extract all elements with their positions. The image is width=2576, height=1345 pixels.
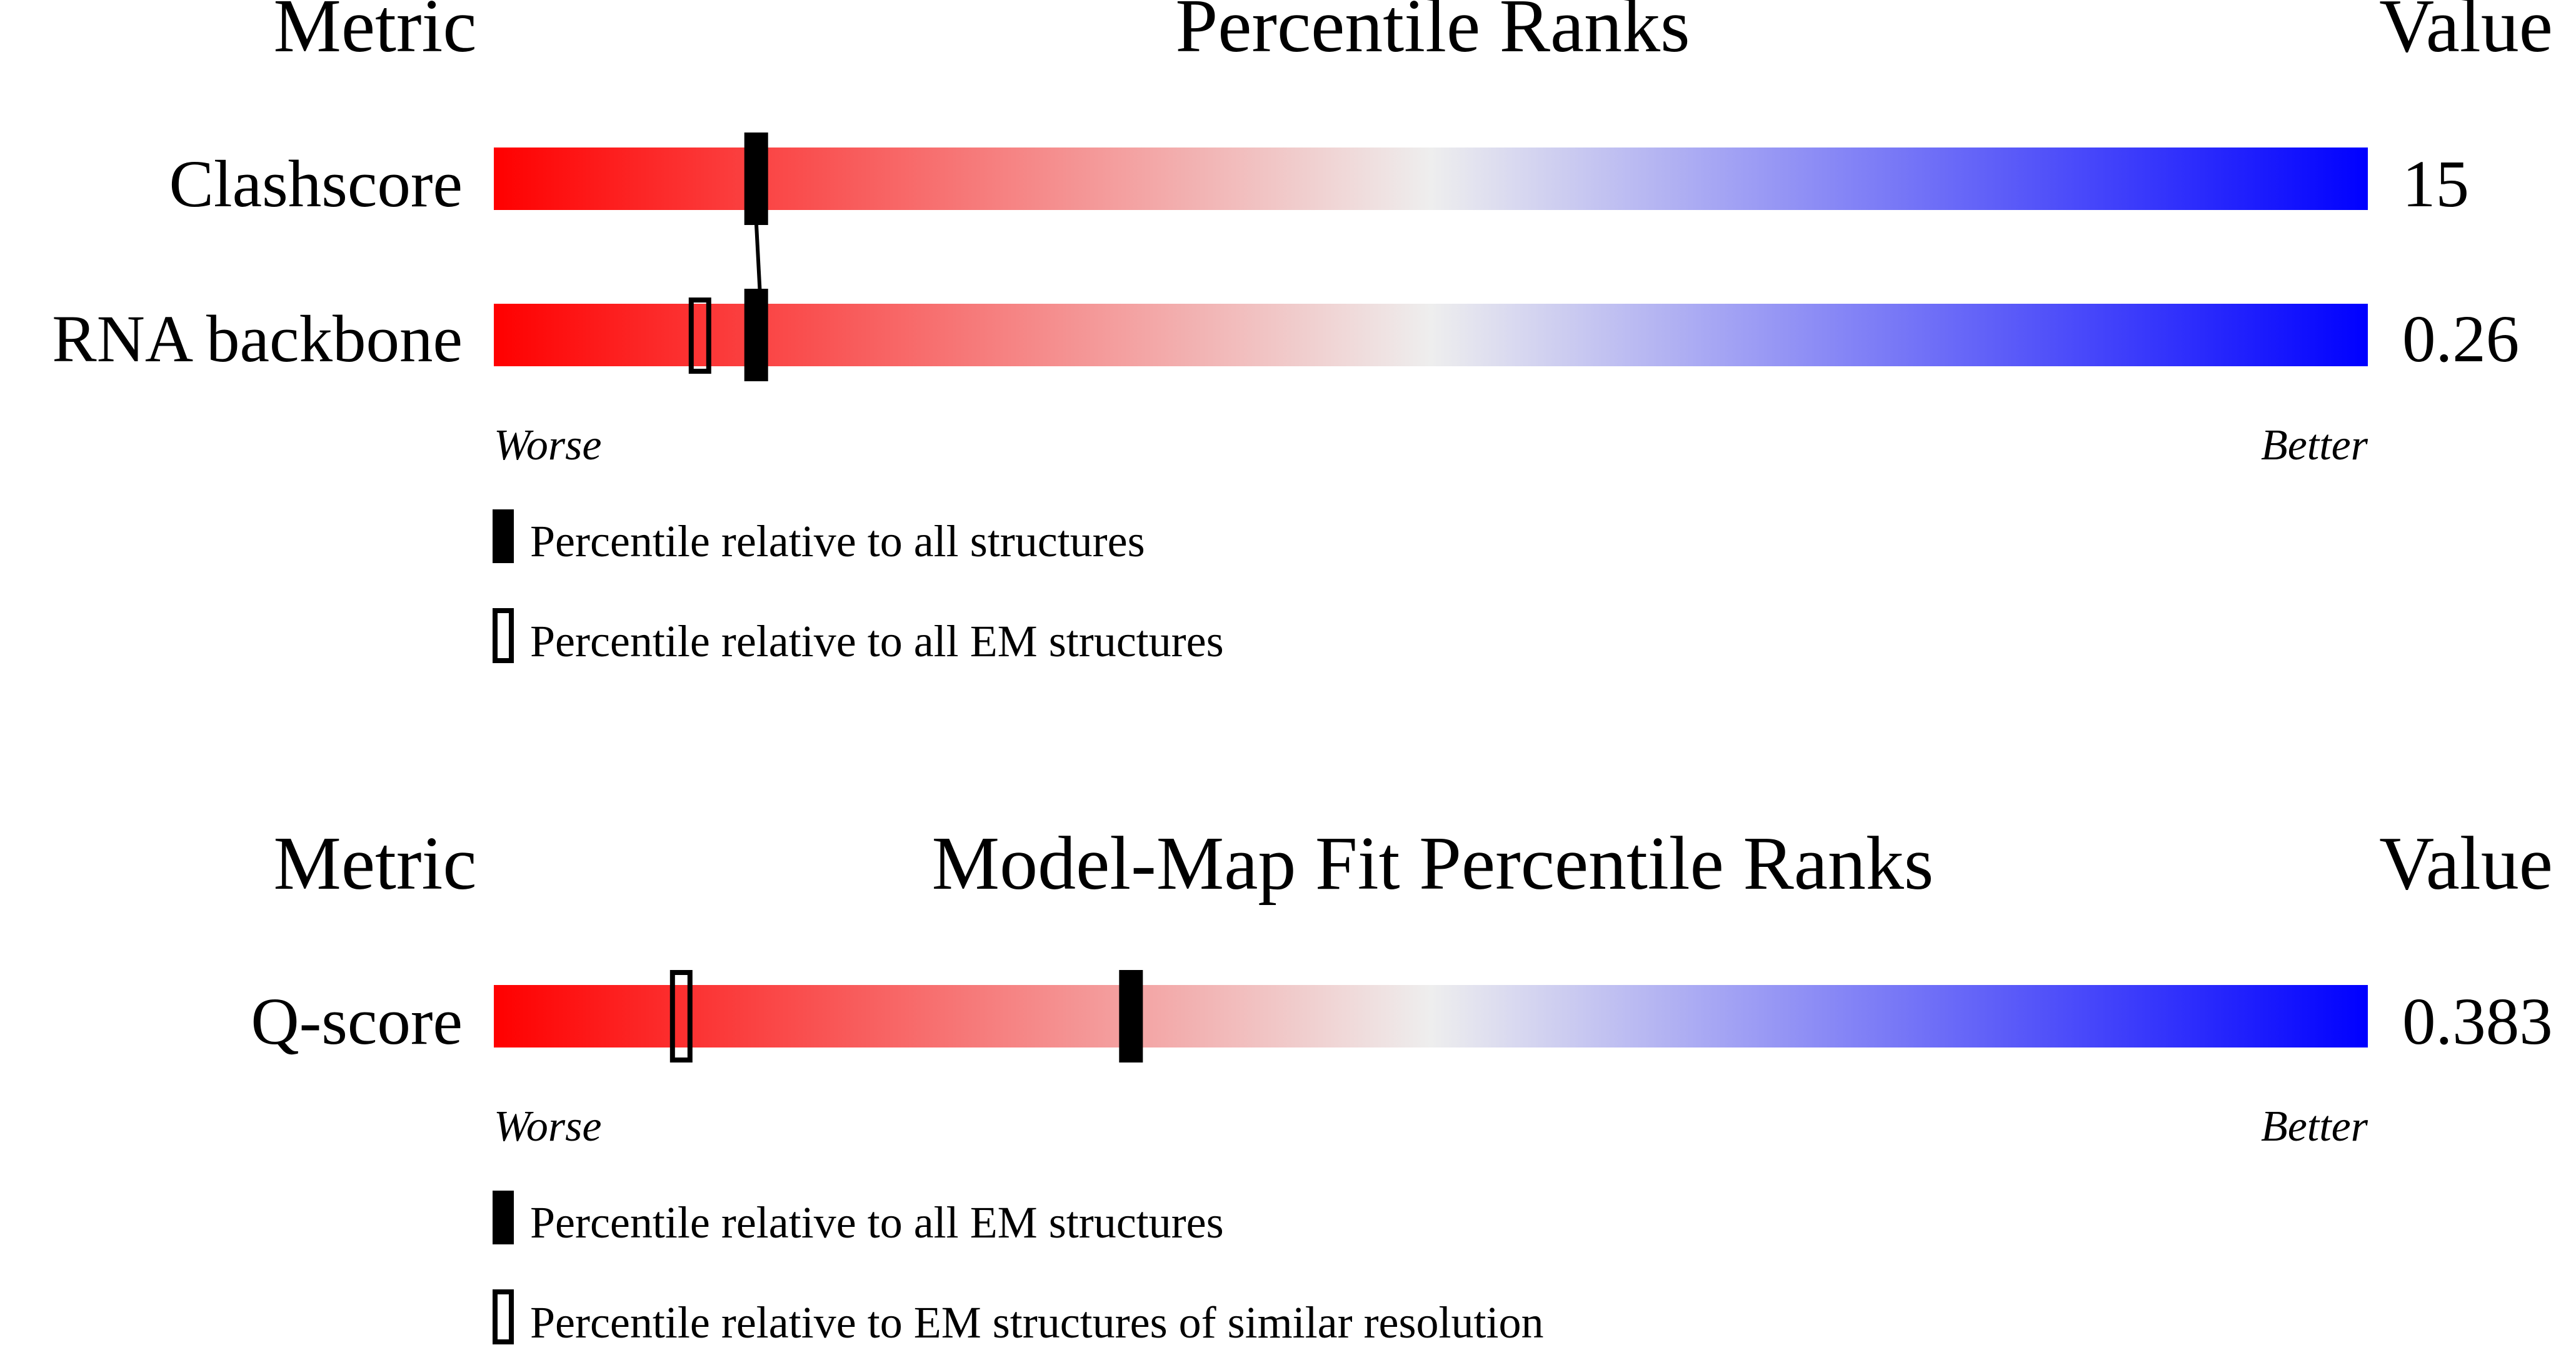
marker-connector-line (754, 221, 762, 293)
metric-label-rna-backbone: RNA backbone (52, 302, 463, 376)
markers-panel-1 (688, 132, 768, 381)
marker-em-rna-backbone (688, 298, 711, 374)
markers-panel-2 (669, 970, 1143, 1062)
percentile-bar-rna-backbone (494, 304, 2368, 366)
chart-title: Percentile Ranks (1175, 0, 1690, 68)
marker-all-clashscore (744, 132, 768, 225)
value-header: Value (2379, 821, 2553, 906)
legend-filled-swatch (493, 1191, 514, 1244)
marker-similar-resolution-q-score (669, 970, 693, 1062)
metric-header: Metric (273, 821, 476, 906)
axis-better-label: Better (2261, 421, 2368, 469)
legend-label-similar-resolution: Percentile relative to EM structures of … (530, 1298, 1544, 1345)
legend-filled-swatch (493, 509, 514, 563)
axis-better-label: Better (2261, 1102, 2368, 1151)
value-rna-backbone: 0.26 (2402, 302, 2519, 376)
axis-worse-label: Worse (494, 1102, 601, 1151)
legend-hollow-swatch (493, 608, 514, 663)
metric-label-q-score: Q-score (251, 985, 463, 1059)
marker-all-rna-backbone (744, 289, 768, 381)
legend-label-all-em-structures: Percentile relative to all EM structures (530, 616, 1224, 666)
marker-all-em-q-score (1119, 970, 1143, 1062)
value-clashscore: 15 (2402, 148, 2469, 221)
percentile-bar-clashscore (494, 148, 2368, 210)
chart-title: Model-Map Fit Percentile Ranks (932, 821, 1934, 906)
metric-header: Metric (273, 0, 476, 68)
legend-label-all-em-structures: Percentile relative to all EM structures (530, 1198, 1224, 1248)
value-q-score: 0.383 (2402, 985, 2553, 1059)
legend-label-all-structures: Percentile relative to all structures (530, 516, 1145, 566)
legend-hollow-swatch (493, 1289, 514, 1344)
percentile-bar-q-score (494, 985, 2368, 1048)
axis-worse-label: Worse (494, 421, 601, 469)
value-header: Value (2379, 0, 2553, 68)
metric-label-clashscore: Clashscore (169, 148, 463, 221)
